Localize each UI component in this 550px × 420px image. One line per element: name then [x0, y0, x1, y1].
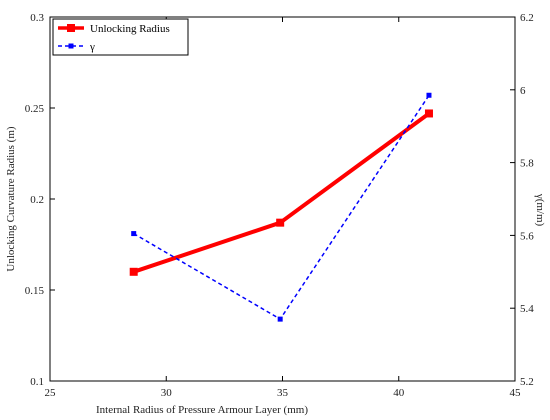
- plot-area: [49, 16, 516, 382]
- y-right-tick-label: 5.8: [520, 158, 534, 170]
- legend-label-unlocking-radius: Unlocking Radius: [90, 23, 170, 35]
- x-axis-title: Internal Radius of Pressure Armour Layer…: [96, 404, 308, 416]
- x-tick-label: 35: [277, 387, 289, 399]
- data-point-gamma: [426, 92, 432, 98]
- y-left-tick-label: 0.25: [25, 103, 45, 115]
- ticks-layer: 25 30 35 40 45 0.1 0.15 0.2 0.25 0.3 5.2 5.4 5.6 5.8 6…: [25, 12, 535, 399]
- y-left-tick-label: 0.1: [30, 376, 44, 388]
- data-point-unlocking-radius: [424, 109, 433, 118]
- y-right-tick-label: 5.6: [520, 230, 534, 242]
- x-tick-label: 45: [510, 387, 522, 399]
- y-left-tick-label: 0.15: [25, 285, 45, 297]
- legend-label-gamma: γ: [89, 41, 95, 53]
- x-tick-label: 25: [45, 387, 57, 399]
- legend-marker-gamma: [68, 43, 74, 49]
- series-layer: [129, 92, 433, 322]
- y-left-axis-title: Unlocking Curvature Radius (m): [5, 126, 17, 271]
- legend: Unlocking Radius γ: [52, 18, 189, 56]
- data-point-unlocking-radius: [276, 218, 285, 227]
- y-right-tick-label: 5.2: [520, 376, 534, 388]
- x-tick-label: 40: [393, 387, 405, 399]
- data-point-unlocking-radius: [129, 267, 138, 276]
- y-right-tick-label: 6: [520, 85, 526, 97]
- data-point-gamma: [131, 231, 137, 237]
- y-right-tick-label: 6.2: [520, 12, 534, 24]
- y-right-tick-label: 5.4: [520, 303, 534, 315]
- y-right-axis-title: γ(m/m): [534, 193, 546, 227]
- y-left-tick-label: 0.2: [30, 194, 44, 206]
- legend-marker-unlocking-radius: [67, 24, 75, 32]
- x-tick-label: 30: [161, 387, 173, 399]
- y-left-tick-label: 0.3: [30, 12, 44, 24]
- legend-box: [52, 18, 189, 56]
- data-point-gamma: [277, 316, 283, 322]
